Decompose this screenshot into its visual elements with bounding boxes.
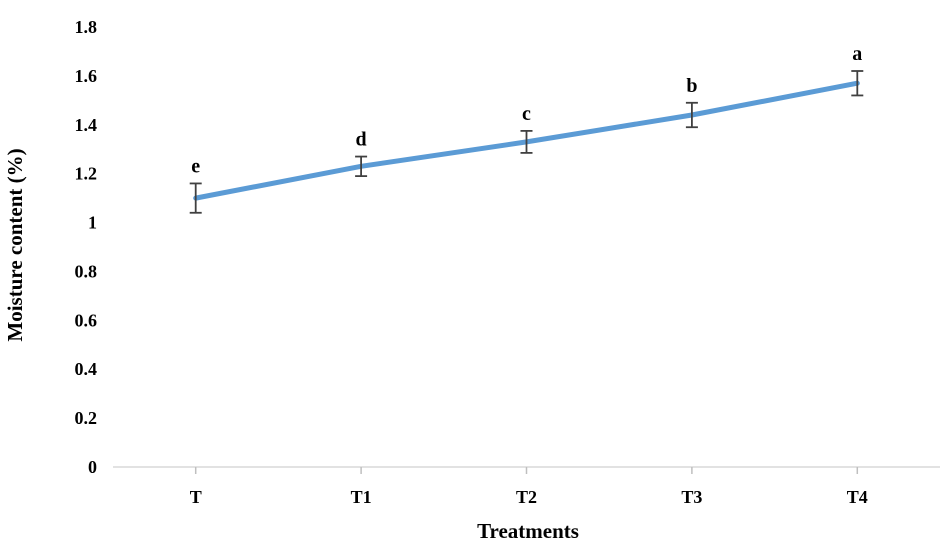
y-axis-title: Moisture content (%) [3, 148, 27, 341]
series-layer: e d c b a [189, 43, 864, 214]
significance-label: d [356, 129, 367, 151]
y-tick-label: 1.8 [75, 17, 98, 37]
y-tick-label: 0.6 [75, 310, 98, 330]
x-tick-label: T [190, 487, 202, 507]
x-tick-labels: T T1 T2 T3 T4 [190, 487, 868, 507]
y-tick-label: 1.2 [75, 164, 98, 184]
x-tick-label: T4 [847, 487, 868, 507]
y-tick-label: 0 [88, 457, 97, 477]
x-tick-label: T3 [681, 487, 702, 507]
y-tick-label: 0.8 [75, 261, 98, 281]
y-tick-label: 1.6 [75, 66, 98, 86]
significance-label: e [191, 155, 200, 177]
y-tick-label: 0.2 [75, 408, 98, 428]
y-tick-labels: 0 0.2 0.4 0.6 0.8 1 1.2 1.4 1.6 1.8 [75, 17, 98, 477]
x-tick-label: T2 [516, 487, 537, 507]
x-axis-title: Treatments [477, 519, 579, 543]
y-tick-label: 1.4 [75, 115, 98, 135]
significance-label: a [852, 43, 862, 65]
x-tick-label: T1 [351, 487, 372, 507]
significance-label: b [686, 75, 697, 97]
y-tick-label: 0.4 [75, 359, 98, 379]
axes [113, 466, 940, 474]
significance-label: c [522, 103, 531, 125]
y-tick-label: 1 [88, 213, 97, 233]
